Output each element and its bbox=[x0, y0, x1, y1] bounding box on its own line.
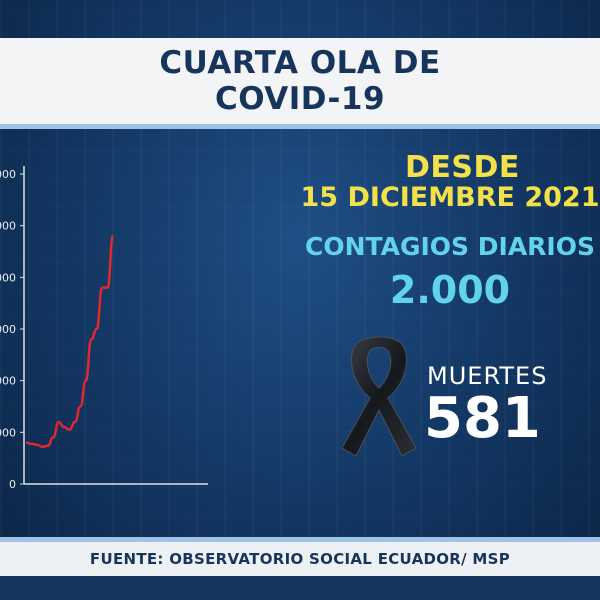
start-date: 15 DICIEMBRE 2021 bbox=[300, 182, 600, 213]
deaths-value: 581 bbox=[424, 386, 541, 451]
y-tick-label: 000 bbox=[0, 375, 16, 388]
y-tick-label: 000 bbox=[0, 220, 16, 233]
y-tick-label: 000 bbox=[0, 271, 16, 284]
bottom-strip bbox=[0, 576, 600, 600]
deaths-label: MUERTES bbox=[427, 362, 548, 390]
title-band: CUARTA OLA DE COVID-19 bbox=[0, 38, 600, 129]
y-tick-label: 000 bbox=[0, 168, 16, 181]
desde-label: DESDE bbox=[405, 150, 520, 185]
series-line-daily-cases bbox=[25, 234, 115, 449]
black-ribbon-icon bbox=[341, 336, 417, 457]
source-text: FUENTE: OBSERVATORIO SOCIAL ECUADOR/ MSP bbox=[89, 550, 511, 568]
y-tick-label: 000 bbox=[0, 426, 16, 439]
line-chart: 0000000000000000000 bbox=[0, 166, 208, 491]
y-tick-label: 0 bbox=[9, 478, 16, 491]
daily-cases-value: 2.000 bbox=[389, 268, 511, 312]
title-line-2: COVID-19 bbox=[214, 81, 386, 117]
title-line-1: CUARTA OLA DE bbox=[159, 45, 441, 81]
daily-cases-label: CONTAGIOS DIARIOS bbox=[305, 232, 595, 261]
y-tick-label: 000 bbox=[0, 323, 16, 336]
source-band: FUENTE: OBSERVATORIO SOCIAL ECUADOR/ MSP bbox=[0, 537, 600, 576]
